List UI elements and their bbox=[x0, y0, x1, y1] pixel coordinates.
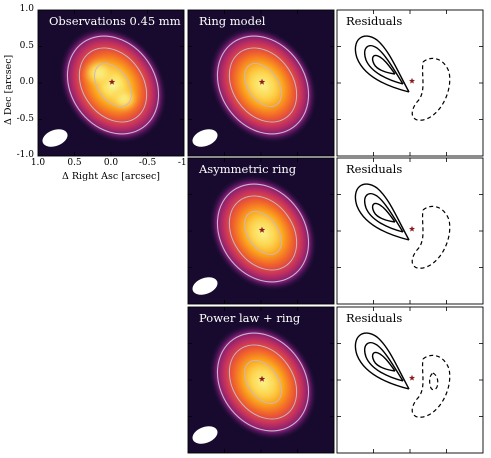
x-axis-label: Δ Right Asc [arcsec] bbox=[62, 171, 160, 182]
contour-line bbox=[244, 211, 282, 255]
panel-background bbox=[337, 307, 483, 453]
beam-ellipse bbox=[192, 129, 218, 147]
positive-residual-contour bbox=[364, 341, 404, 382]
x-tick-label: 1.0 bbox=[30, 158, 46, 168]
panel-frame bbox=[187, 9, 335, 157]
panel-asym_res bbox=[336, 157, 484, 305]
bright-core bbox=[249, 366, 277, 398]
negative-residual-contour bbox=[411, 57, 451, 121]
panel-pl bbox=[187, 306, 335, 454]
contour-line bbox=[244, 360, 282, 404]
contour-line bbox=[228, 195, 298, 271]
panel-title: Power law + ring bbox=[199, 311, 301, 325]
panel-title: Observations 0.45 mm bbox=[49, 14, 181, 28]
positive-residual-contour bbox=[371, 202, 396, 223]
panel-background bbox=[337, 158, 483, 304]
contour-line bbox=[66, 35, 160, 135]
negative-residual-contour bbox=[411, 205, 451, 269]
star-marker bbox=[408, 77, 416, 84]
bright-core bbox=[249, 69, 277, 101]
panel-ring bbox=[187, 9, 335, 157]
panel-obs bbox=[37, 9, 185, 157]
y-tick-label: 0.0 bbox=[19, 77, 34, 87]
positive-residual-contour bbox=[354, 332, 410, 390]
contour-line bbox=[78, 47, 148, 123]
contour-line bbox=[228, 47, 298, 123]
panel-title: Ring model bbox=[199, 14, 266, 28]
contour-line bbox=[216, 35, 310, 135]
panel-title: Asymmetric ring bbox=[199, 162, 297, 176]
positive-residual-contour bbox=[371, 54, 396, 75]
y-axis-label: Δ Dec [arcsec] bbox=[3, 54, 14, 125]
beam-ellipse bbox=[192, 426, 218, 444]
positive-residual-contour bbox=[354, 35, 410, 93]
panel-title: Residuals bbox=[346, 311, 403, 325]
panel-ring_res bbox=[336, 9, 484, 157]
panel-frame bbox=[187, 157, 335, 305]
x-tick-label: 0.5 bbox=[67, 158, 82, 168]
x-tick-label: 0.0 bbox=[103, 158, 119, 168]
panel-title: Residuals bbox=[346, 162, 403, 176]
beam-ellipse bbox=[42, 129, 68, 147]
star-marker bbox=[258, 226, 266, 233]
bright-blob bbox=[110, 87, 138, 111]
panel-title: Residuals bbox=[346, 14, 403, 28]
negative-residual-contour bbox=[429, 372, 439, 391]
star-marker bbox=[258, 78, 266, 85]
bright-blob bbox=[83, 59, 115, 87]
positive-residual-contour bbox=[371, 351, 396, 372]
contour-line bbox=[216, 332, 310, 432]
y-tick-label: 1.0 bbox=[19, 4, 34, 14]
panel-asym bbox=[187, 157, 335, 305]
contour-line bbox=[94, 63, 132, 107]
contour-line bbox=[244, 63, 282, 107]
y-tick-label: -1.0 bbox=[16, 150, 34, 160]
y-tick-label: -0.5 bbox=[16, 113, 34, 124]
panel-frame bbox=[187, 306, 335, 454]
panel-pl_res bbox=[336, 306, 484, 454]
positive-residual-contour bbox=[364, 192, 404, 233]
panel-background bbox=[337, 10, 483, 156]
star-marker bbox=[408, 374, 416, 381]
star-marker bbox=[408, 225, 416, 232]
panel-frame bbox=[37, 9, 185, 157]
positive-residual-contour bbox=[364, 44, 404, 85]
negative-residual-contour bbox=[411, 354, 451, 418]
contour-line bbox=[228, 344, 298, 420]
star-marker bbox=[258, 375, 266, 382]
beam-ellipse bbox=[192, 277, 218, 295]
positive-residual-contour bbox=[354, 183, 410, 241]
x-tick-label: -0.5 bbox=[138, 158, 157, 168]
x-tick-label: -1 bbox=[177, 158, 187, 168]
y-tick-label: 0.5 bbox=[19, 40, 34, 51]
bright-core bbox=[249, 217, 277, 249]
star-marker bbox=[108, 78, 116, 85]
contour-line bbox=[216, 183, 310, 283]
